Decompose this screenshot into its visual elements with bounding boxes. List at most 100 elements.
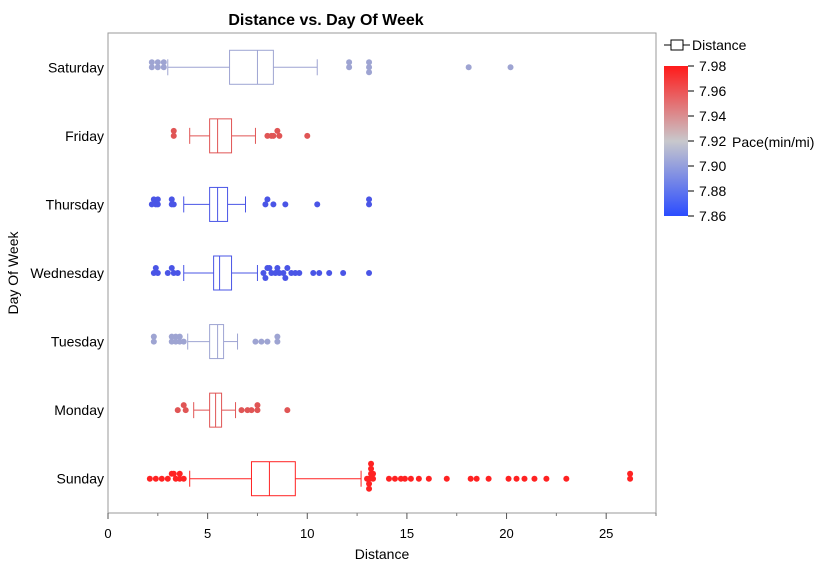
data-point: [238, 407, 245, 414]
legend-color-bar: [664, 66, 688, 216]
data-point: [164, 270, 171, 276]
chart-marks: [146, 49, 634, 497]
data-point: [326, 270, 333, 276]
data-point: [296, 270, 303, 276]
data-point: [346, 59, 353, 66]
data-point: [258, 338, 265, 345]
legend-tick-label: 7.96: [699, 83, 726, 99]
legend-box-icon: [670, 39, 684, 51]
data-point: [154, 196, 161, 203]
data-point: [627, 470, 634, 477]
box-iqr: [209, 118, 233, 154]
data-point: [543, 475, 550, 482]
data-point: [366, 59, 373, 66]
data-point: [252, 338, 259, 345]
data-point: [180, 475, 187, 482]
data-point: [366, 69, 373, 76]
legend-series-label: Distance: [692, 37, 747, 53]
data-point: [346, 64, 353, 71]
data-point: [154, 59, 161, 66]
x-tick-label: 0: [104, 526, 111, 541]
data-point: [284, 265, 291, 271]
data-point: [260, 270, 267, 276]
data-point: [146, 475, 153, 482]
legend-color-ticks: 7.98 7.96 7.94 7.92 7.90 7.88 7.86: [688, 58, 726, 224]
x-axis: 0 5 10 15 20 25: [104, 513, 657, 541]
box-iqr: [209, 324, 225, 360]
data-point: [266, 265, 273, 271]
data-point: [407, 475, 414, 482]
category-label: Tuesday: [51, 334, 104, 350]
box-group: [146, 460, 634, 497]
data-point: [364, 475, 371, 482]
y-axis-title: Day Of Week: [5, 231, 21, 315]
data-point: [401, 475, 408, 482]
data-point: [485, 475, 492, 482]
data-point: [505, 475, 512, 482]
plot-area: [107, 32, 657, 514]
data-point: [176, 333, 183, 340]
data-point: [152, 265, 159, 271]
data-point: [168, 196, 175, 203]
x-axis-title: Distance: [355, 546, 410, 562]
data-point: [182, 407, 189, 414]
data-point: [366, 64, 373, 71]
data-point: [160, 64, 167, 71]
box-group: [150, 255, 373, 291]
data-point: [264, 338, 271, 345]
data-point: [274, 333, 281, 340]
data-point: [531, 475, 538, 482]
box-group: [150, 324, 281, 360]
x-tick-label: 20: [499, 526, 513, 541]
x-tick-label: 10: [300, 526, 314, 541]
data-point: [316, 270, 323, 276]
data-point: [280, 270, 287, 276]
category-label: Saturday: [48, 59, 104, 75]
data-point: [164, 475, 171, 482]
data-point: [264, 196, 271, 203]
data-point: [150, 338, 157, 345]
data-point: [304, 132, 311, 139]
legend-tick-label: 7.86: [699, 208, 726, 224]
data-point: [268, 132, 275, 139]
data-point: [170, 470, 177, 477]
data-point: [168, 265, 175, 271]
data-point: [170, 132, 177, 139]
legend-tick-label: 7.90: [699, 158, 726, 174]
data-point: [170, 201, 177, 208]
data-point: [274, 127, 281, 134]
data-point: [467, 475, 474, 482]
legend: Distance 7.98 7.96 7.94 7.92 7.90 7.88 7.86 Pa…: [664, 37, 814, 224]
data-point: [370, 475, 377, 482]
data-point: [368, 465, 375, 472]
category-label: Monday: [54, 402, 104, 418]
x-tick-label: 5: [204, 526, 211, 541]
data-point: [473, 475, 480, 482]
data-point: [443, 475, 450, 482]
data-point: [513, 475, 520, 482]
box-group: [148, 186, 373, 222]
x-tick-label: 25: [599, 526, 613, 541]
data-point: [262, 275, 269, 281]
data-point: [366, 480, 373, 487]
data-point: [465, 64, 472, 71]
data-point: [270, 201, 277, 208]
data-point: [366, 270, 373, 276]
data-point: [274, 338, 281, 345]
legend-tick-label: 7.88: [699, 183, 726, 199]
data-point: [262, 201, 269, 208]
data-point: [340, 270, 347, 276]
box-iqr: [213, 255, 233, 291]
y-axis-labels: Saturday Friday Thursday Wednesday Tuesday Mo…: [30, 59, 104, 486]
data-point: [368, 460, 375, 467]
legend-color-label: Pace(min/mi): [732, 134, 814, 150]
data-point: [160, 59, 167, 66]
data-point: [310, 270, 317, 276]
data-point: [563, 475, 570, 482]
box-iqr: [250, 461, 296, 497]
data-point: [425, 475, 432, 482]
data-point: [385, 475, 392, 482]
data-point: [391, 475, 398, 482]
box-group: [174, 392, 291, 428]
